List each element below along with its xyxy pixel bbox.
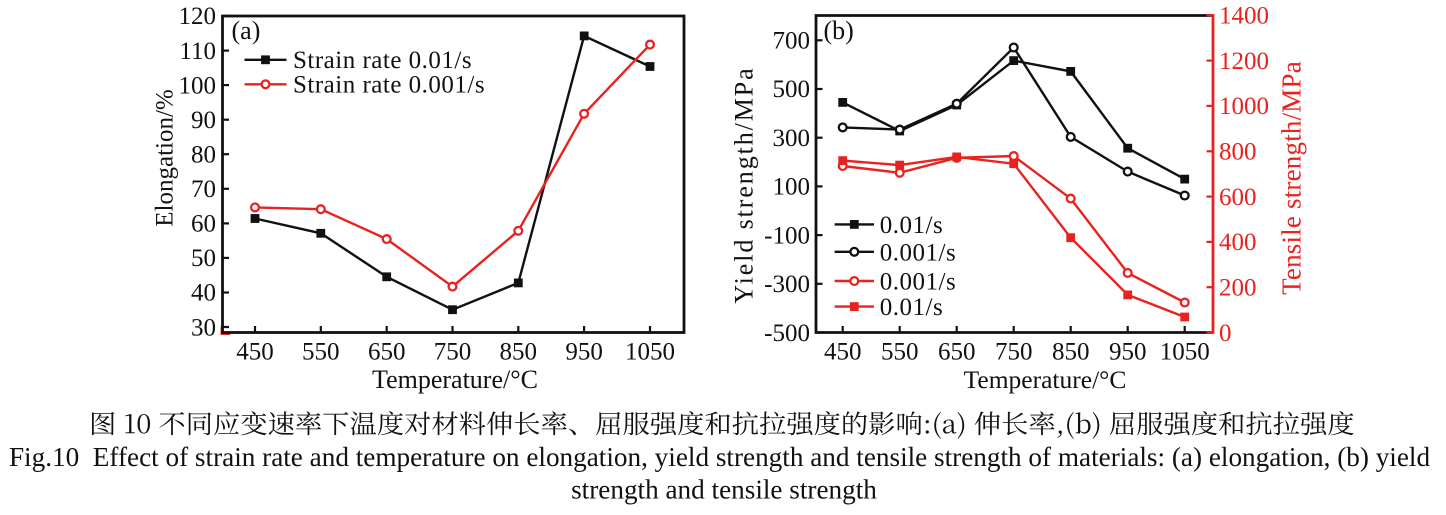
svg-text:80: 80 <box>191 142 216 169</box>
svg-text:550: 550 <box>302 339 340 366</box>
svg-text:1000: 1000 <box>1219 93 1269 120</box>
svg-text:0.001/s: 0.001/s <box>880 239 956 266</box>
svg-text:120: 120 <box>179 3 217 30</box>
svg-text:1050: 1050 <box>625 339 675 366</box>
svg-text:Temperature/°C: Temperature/°C <box>964 365 1127 394</box>
svg-text:1200: 1200 <box>1219 48 1269 75</box>
svg-text:-300: -300 <box>764 271 810 298</box>
svg-text:(b): (b) <box>824 16 854 45</box>
svg-text:1050: 1050 <box>1160 339 1210 366</box>
svg-text:400: 400 <box>1219 229 1257 256</box>
svg-text:Strain rate 0.001/s: Strain rate 0.001/s <box>293 72 485 99</box>
svg-text:0.01/s: 0.01/s <box>880 212 943 239</box>
svg-text:100: 100 <box>773 174 811 201</box>
svg-text:650: 650 <box>368 339 406 366</box>
svg-text:600: 600 <box>1219 184 1257 211</box>
svg-text:60: 60 <box>191 211 216 238</box>
svg-text:750: 750 <box>434 339 472 366</box>
svg-text:450: 450 <box>824 339 862 366</box>
svg-text:950: 950 <box>1109 339 1147 366</box>
svg-text:30: 30 <box>191 314 216 341</box>
svg-text:40: 40 <box>191 280 216 307</box>
svg-text:1400: 1400 <box>1219 3 1269 30</box>
svg-text:Strain rate 0.01/s: Strain rate 0.01/s <box>293 47 472 74</box>
svg-text:200: 200 <box>1219 274 1257 301</box>
svg-text:100: 100 <box>179 72 217 99</box>
svg-text:50: 50 <box>191 245 216 272</box>
svg-text:-100: -100 <box>764 222 810 249</box>
svg-text:90: 90 <box>191 107 216 134</box>
svg-text:500: 500 <box>773 76 811 103</box>
svg-text:70: 70 <box>191 176 216 203</box>
svg-text:950: 950 <box>565 339 603 366</box>
svg-text:-500: -500 <box>764 320 810 347</box>
svg-text:Elongation/%: Elongation/% <box>152 89 179 226</box>
svg-text:450: 450 <box>236 339 274 366</box>
svg-text:850: 850 <box>500 339 538 366</box>
svg-text:800: 800 <box>1219 139 1257 166</box>
svg-text:550: 550 <box>881 339 919 366</box>
svg-text:700: 700 <box>773 28 811 55</box>
svg-text:300: 300 <box>773 125 811 152</box>
svg-text:Yield strength/MPa: Yield strength/MPa <box>730 66 759 303</box>
svg-text:Fig.10 Effect of strain rate: Fig.10 Effect of strain rate and tempera… <box>9 442 1431 472</box>
svg-text:0.01/s: 0.01/s <box>880 294 943 321</box>
svg-text:strength and tensile strength: strength and tensile strength <box>571 475 877 505</box>
svg-text:Temperature/°C: Temperature/°C <box>372 365 538 394</box>
svg-text:0.001/s: 0.001/s <box>880 269 956 296</box>
svg-text:Tensile strength/MPa: Tensile strength/MPa <box>1277 61 1307 295</box>
svg-text:(a): (a) <box>232 16 261 45</box>
svg-text:650: 650 <box>938 339 976 366</box>
svg-text:750: 750 <box>995 339 1033 366</box>
svg-text:110: 110 <box>179 38 216 65</box>
svg-text:850: 850 <box>1052 339 1090 366</box>
svg-text:0: 0 <box>1219 320 1232 347</box>
